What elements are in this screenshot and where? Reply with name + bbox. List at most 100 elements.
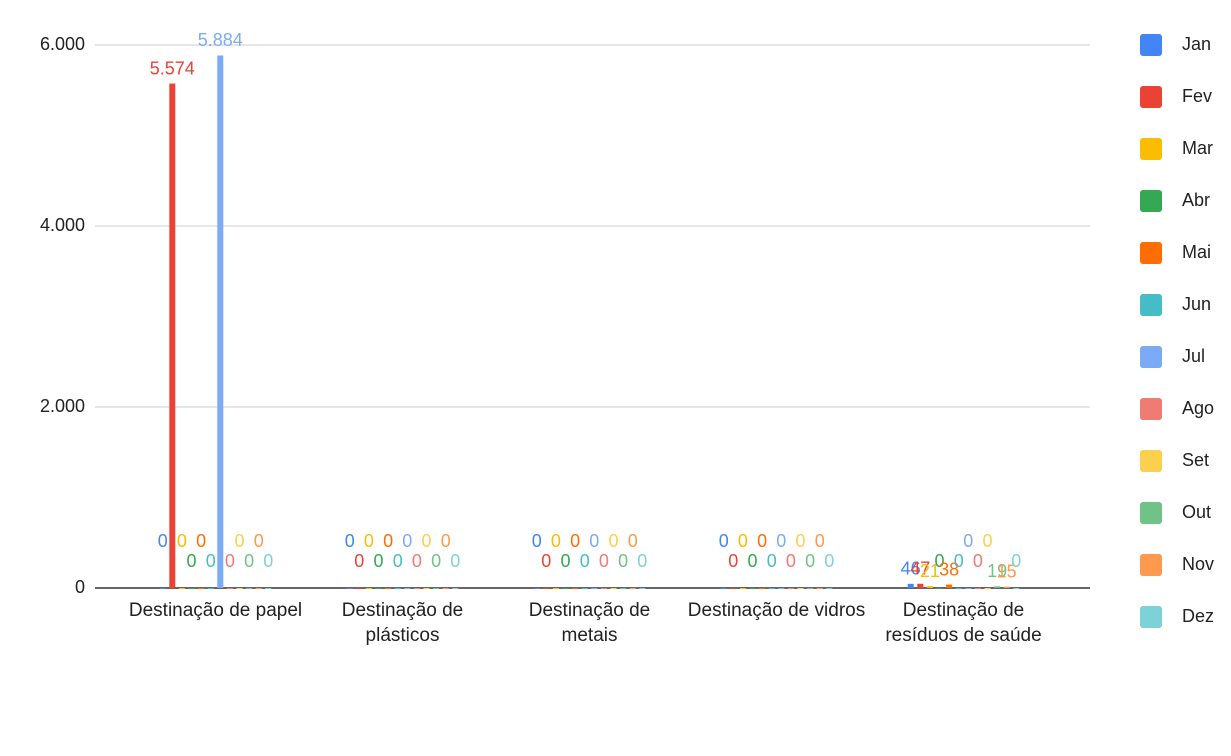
x-tick-label: Destinação de metais bbox=[528, 600, 651, 646]
value-label: 0 bbox=[973, 551, 983, 571]
bar bbox=[936, 588, 943, 589]
bar bbox=[797, 588, 804, 589]
bar bbox=[572, 588, 579, 589]
value-label: 0 bbox=[963, 531, 973, 551]
bar bbox=[816, 588, 823, 589]
bar bbox=[600, 588, 607, 589]
value-label: 0 bbox=[206, 551, 216, 571]
value-label: 0 bbox=[934, 551, 944, 571]
x-label-box: Destinação de plásticos bbox=[341, 600, 464, 646]
legend-label: Mai bbox=[1182, 242, 1211, 262]
x-tick-label: Destinação de plásticos bbox=[341, 600, 464, 646]
x-tick-label: Destinação de papel bbox=[128, 600, 303, 621]
bar bbox=[207, 588, 214, 589]
bar bbox=[720, 588, 727, 589]
bar bbox=[442, 588, 449, 589]
y-tick-label: 0 bbox=[75, 577, 85, 597]
value-label: 0 bbox=[608, 531, 618, 551]
bar bbox=[807, 588, 814, 589]
value-label: 0 bbox=[618, 551, 628, 571]
bar bbox=[946, 584, 953, 588]
value-label: 21 bbox=[920, 561, 940, 581]
bar bbox=[639, 588, 646, 589]
legend-swatch bbox=[1140, 190, 1162, 212]
bar bbox=[965, 588, 972, 589]
value-label: 0 bbox=[373, 551, 383, 571]
bar bbox=[169, 83, 176, 588]
legend-label: Jun bbox=[1182, 294, 1211, 314]
bar bbox=[159, 588, 166, 589]
bar bbox=[433, 588, 440, 589]
bar bbox=[246, 588, 253, 589]
value-label: 0 bbox=[719, 531, 729, 551]
bar bbox=[375, 588, 382, 589]
value-label: 0 bbox=[225, 551, 235, 571]
bar bbox=[404, 588, 411, 589]
x-tick-label: Destinação de resíduos de saúde bbox=[885, 600, 1042, 646]
y-tick-label: 6.000 bbox=[40, 34, 85, 54]
bar bbox=[178, 588, 185, 589]
bar bbox=[552, 588, 559, 589]
value-label: 0 bbox=[570, 531, 580, 551]
legend-swatch bbox=[1140, 398, 1162, 420]
x-label-box: Destinação de papel bbox=[128, 600, 303, 621]
value-label: 0 bbox=[728, 551, 738, 571]
legend-swatch bbox=[1140, 86, 1162, 108]
bar bbox=[974, 588, 981, 589]
value-label: 0 bbox=[776, 531, 786, 551]
legend-label: Jul bbox=[1182, 346, 1205, 366]
x-label-box: Destinação de vidros bbox=[688, 600, 865, 621]
bar bbox=[926, 586, 933, 588]
legend-swatch bbox=[1140, 346, 1162, 368]
value-label: 0 bbox=[805, 551, 815, 571]
value-label: 0 bbox=[1011, 551, 1021, 571]
value-label: 0 bbox=[580, 551, 590, 571]
legend-label: Dez bbox=[1182, 606, 1214, 626]
value-label: 0 bbox=[402, 531, 412, 551]
bar bbox=[452, 588, 459, 589]
bar bbox=[365, 588, 372, 589]
legend-label: Set bbox=[1182, 450, 1209, 470]
bar bbox=[826, 588, 833, 589]
legend-swatch bbox=[1140, 606, 1162, 628]
legend-label: Nov bbox=[1182, 554, 1214, 574]
value-label: 0 bbox=[541, 551, 551, 571]
value-label: 38 bbox=[939, 559, 959, 579]
value-label: 0 bbox=[450, 551, 460, 571]
value-label: 0 bbox=[795, 531, 805, 551]
value-label: 0 bbox=[383, 531, 393, 551]
legend-swatch bbox=[1140, 34, 1162, 56]
value-label: 0 bbox=[532, 531, 542, 551]
bar bbox=[356, 588, 363, 589]
legend-swatch bbox=[1140, 242, 1162, 264]
value-label: 0 bbox=[431, 551, 441, 571]
value-label: 0 bbox=[254, 531, 264, 551]
bar bbox=[768, 588, 775, 589]
value-label: 0 bbox=[824, 551, 834, 571]
value-label: 0 bbox=[244, 551, 254, 571]
value-label: 0 bbox=[767, 551, 777, 571]
value-label: 47 bbox=[910, 558, 930, 578]
legend-label: Fev bbox=[1182, 86, 1212, 106]
bar bbox=[759, 588, 766, 589]
legend-label: Abr bbox=[1182, 190, 1210, 210]
value-label: 0 bbox=[628, 531, 638, 551]
value-label: 0 bbox=[196, 531, 206, 551]
bar bbox=[787, 588, 794, 589]
legend-swatch bbox=[1140, 450, 1162, 472]
bar bbox=[255, 588, 262, 589]
legend-label: Ago bbox=[1182, 398, 1214, 418]
value-label: 0 bbox=[158, 531, 168, 551]
value-label: 0 bbox=[982, 531, 992, 551]
value-label: 0 bbox=[234, 531, 244, 551]
y-tick-label: 2.000 bbox=[40, 396, 85, 416]
legend-label: Mar bbox=[1182, 138, 1213, 158]
value-label: 0 bbox=[738, 531, 748, 551]
value-label: 0 bbox=[345, 531, 355, 551]
value-label: 0 bbox=[364, 531, 374, 551]
bar bbox=[749, 588, 756, 589]
value-label: 0 bbox=[786, 551, 796, 571]
bar bbox=[620, 588, 627, 589]
value-label: 0 bbox=[393, 551, 403, 571]
value-label: 0 bbox=[589, 531, 599, 551]
